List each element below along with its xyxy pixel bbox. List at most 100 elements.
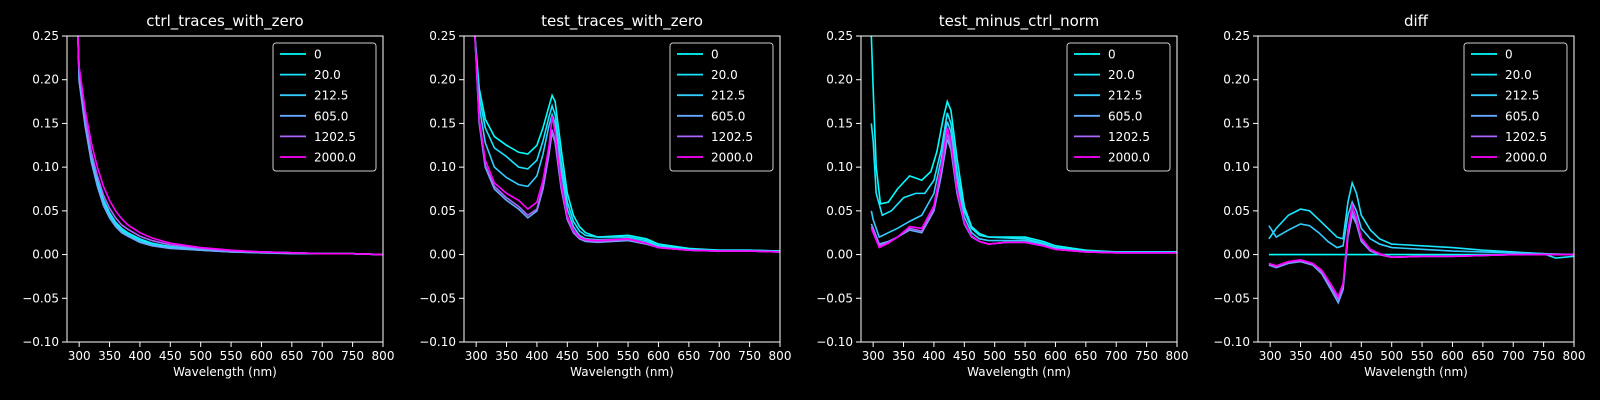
legend-entry-label: 2000.0	[1505, 151, 1547, 165]
y-tick-label: 0.20	[32, 73, 59, 87]
x-tick-label: 750	[1532, 349, 1555, 363]
x-tick-label: 700	[311, 349, 334, 363]
y-tick-label: 0.25	[826, 29, 853, 43]
subplot-1: ctrl_traces_with_zero 300 350 400 450 500 550 6…	[22, 12, 394, 379]
y-tick-label: 0.15	[32, 116, 59, 130]
x-tick-label: 550	[1014, 349, 1037, 363]
legend-entry-label: 1202.5	[1505, 130, 1547, 144]
y-tick-label: 0.10	[826, 160, 853, 174]
subplots: ctrl_traces_with_zero 300 350 400 450 500 550 6…	[22, 12, 1585, 379]
chart-title: diff	[1404, 12, 1429, 30]
x-tick-label: 500	[1380, 349, 1403, 363]
x-tick-label: 350	[1289, 349, 1312, 363]
subplot-4: diff 300 350 400 450 500 550 600 650 700 750 800 −0.…	[1213, 12, 1585, 379]
legend-entry-label: 20.0	[1505, 68, 1532, 82]
x-tick-label: 550	[617, 349, 640, 363]
axes-frame	[463, 35, 781, 343]
x-tick-label: 600	[1044, 349, 1067, 363]
y-tick-label: 0.25	[429, 29, 456, 43]
series-group	[474, 36, 780, 253]
x-tick-label: 750	[738, 349, 761, 363]
x-axis-label: Wavelength (nm)	[1364, 365, 1468, 379]
legend-entry-label: 2000.0	[314, 151, 356, 165]
y-tick-label: 0.10	[1223, 160, 1250, 174]
x-tick-label: 300	[862, 349, 885, 363]
legend-entry-label: 0	[1505, 48, 1513, 62]
x-axis-label: Wavelength (nm)	[570, 365, 674, 379]
x-tick-label: 650	[280, 349, 303, 363]
x-tick-label: 650	[677, 349, 700, 363]
y-tick-label: 0.15	[1223, 116, 1250, 130]
x-tick-label: 550	[1411, 349, 1434, 363]
y-tick-label: 0.00	[429, 248, 456, 262]
y-tick-label: 0.10	[32, 160, 59, 174]
legend-entry-label: 0	[314, 48, 322, 62]
series-line-2	[474, 36, 780, 252]
series-line-0	[474, 36, 780, 252]
series-group	[77, 36, 383, 256]
x-tick-label: 550	[220, 349, 243, 363]
y-tick-label: −0.05	[816, 291, 853, 305]
y-tick-label: −0.05	[419, 291, 456, 305]
legend: 0 20.0 212.5 605.0 1202.5 2000.0	[1066, 42, 1171, 172]
chart-title: ctrl_traces_with_zero	[146, 12, 303, 31]
y-tick-label: −0.05	[1213, 291, 1250, 305]
y-tick-label: 0.05	[1223, 204, 1250, 218]
x-tick-label: 450	[1350, 349, 1373, 363]
series-line-5	[77, 36, 383, 256]
x-tick-label: 650	[1471, 349, 1494, 363]
legend-entry-label: 1202.5	[711, 130, 753, 144]
legend-entry-label: 2000.0	[711, 151, 753, 165]
legend-entry-label: 605.0	[1108, 109, 1142, 123]
x-tick-label: 650	[1074, 349, 1097, 363]
y-tick-label: 0.15	[826, 116, 853, 130]
x-tick-label: 400	[128, 349, 151, 363]
legend-entry-label: 212.5	[1108, 89, 1142, 103]
y-tick-label: 0.25	[1223, 29, 1250, 43]
legend-entry-label: 0	[711, 48, 719, 62]
x-tick-label: 300	[465, 349, 488, 363]
legend-entry-label: 605.0	[1505, 109, 1539, 123]
legend: 0 20.0 212.5 605.0 1202.5 2000.0	[669, 42, 774, 172]
y-tick-label: 0.05	[826, 204, 853, 218]
chart-title: test_traces_with_zero	[541, 12, 703, 31]
subplot-2: test_traces_with_zero 300 350 400 450 500 550 6…	[419, 12, 791, 379]
x-tick-label: 800	[1166, 349, 1189, 363]
legend-entry-label: 212.5	[314, 89, 348, 103]
x-tick-label: 600	[1441, 349, 1464, 363]
series-group	[870, 36, 1177, 254]
y-tick-label: 0.00	[32, 248, 59, 262]
series-line-5	[1268, 202, 1574, 299]
x-tick-label: 500	[983, 349, 1006, 363]
legend-entry-label: 20.0	[711, 68, 738, 82]
x-tick-label: 300	[1259, 349, 1282, 363]
series-line-3	[77, 36, 383, 256]
x-tick-label: 350	[495, 349, 518, 363]
x-tick-label: 600	[250, 349, 273, 363]
x-tick-label: 800	[1563, 349, 1586, 363]
x-axis-label: Wavelength (nm)	[967, 365, 1071, 379]
y-tick-label: 0.20	[1223, 73, 1250, 87]
y-tick-label: 0.25	[32, 29, 59, 43]
y-tick-label: −0.10	[816, 335, 853, 349]
series-line-1	[1268, 180, 1574, 259]
series-line-1	[474, 36, 780, 252]
y-tick-label: −0.10	[1213, 335, 1250, 349]
axes-frame	[66, 35, 384, 343]
x-tick-label: 400	[1319, 349, 1342, 363]
x-tick-label: 450	[159, 349, 182, 363]
x-tick-label: 700	[708, 349, 731, 363]
x-tick-label: 300	[68, 349, 91, 363]
x-tick-label: 700	[1105, 349, 1128, 363]
series-line-1	[870, 112, 1177, 253]
y-tick-label: 0.05	[429, 204, 456, 218]
series-line-5	[870, 127, 1177, 254]
legend: 0 20.0 212.5 605.0 1202.5 2000.0	[1463, 42, 1568, 172]
y-tick-label: −0.05	[22, 291, 59, 305]
x-tick-label: 800	[372, 349, 395, 363]
series-line-0	[870, 36, 1177, 253]
legend-entry-label: 605.0	[314, 109, 348, 123]
x-tick-label: 400	[525, 349, 548, 363]
